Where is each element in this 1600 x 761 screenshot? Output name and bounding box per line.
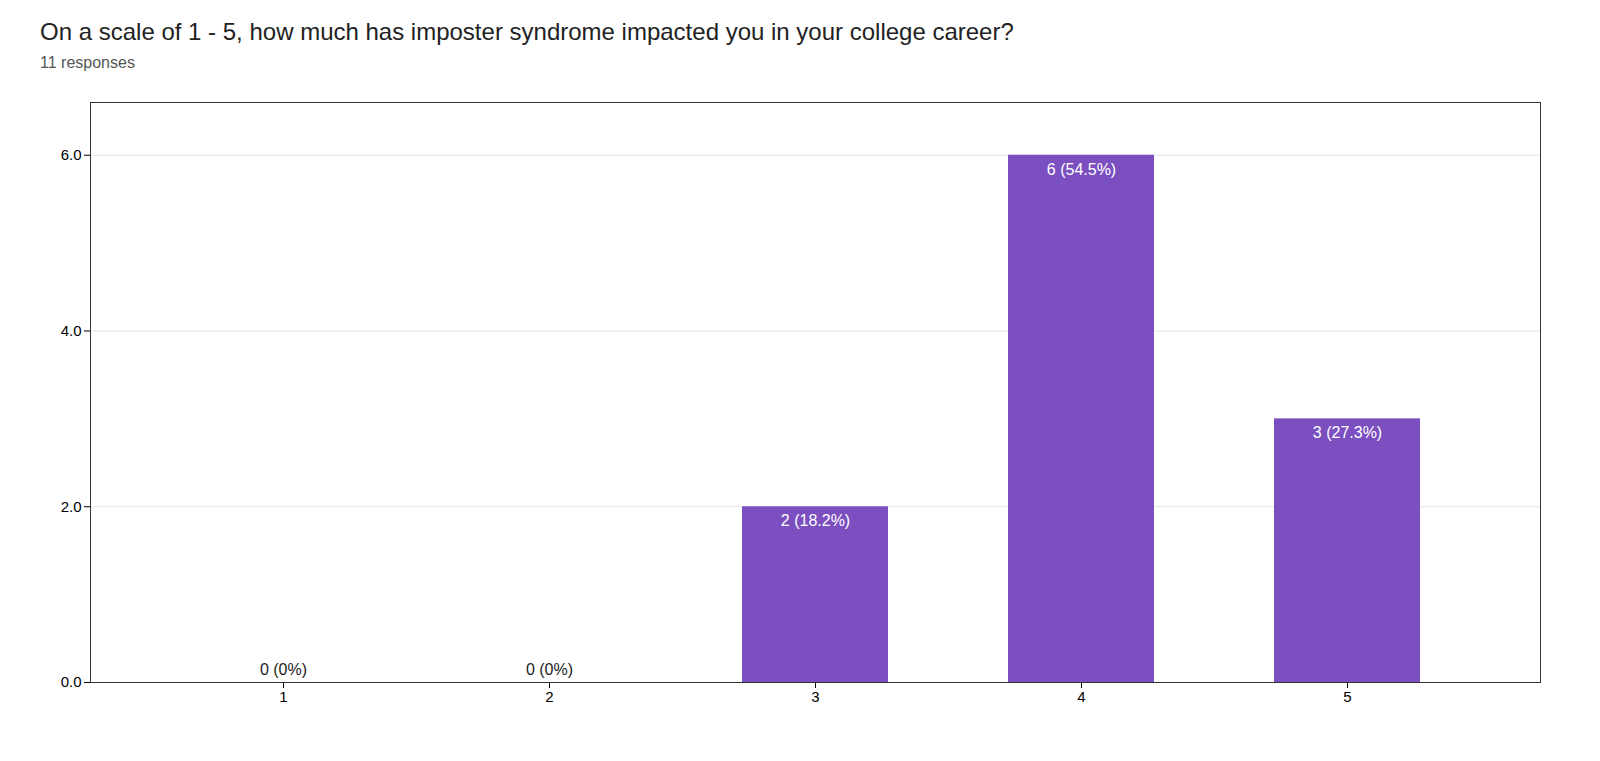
- svg-text:4.0: 4.0: [61, 322, 82, 339]
- svg-text:0 (0%): 0 (0%): [526, 661, 573, 678]
- svg-text:2 (18.2%): 2 (18.2%): [781, 512, 850, 529]
- svg-text:6 (54.5%): 6 (54.5%): [1047, 161, 1116, 178]
- html-text:On a scale of 1 - 5, how much: On a scale of 1 - 5, how much has impost…: [40, 18, 1014, 45]
- svg-text:2: 2: [545, 688, 553, 705]
- svg-text:0.0: 0.0: [61, 673, 82, 690]
- svg-text:0 (0%): 0 (0%): [260, 661, 307, 678]
- svg-text:1: 1: [279, 688, 287, 705]
- svg-text:5: 5: [1343, 688, 1351, 705]
- svg-text:2.0: 2.0: [61, 498, 82, 515]
- svg-text:4: 4: [1077, 688, 1085, 705]
- svg-text:3: 3: [811, 688, 819, 705]
- html-text:11 responses: 11 responses: [40, 54, 135, 71]
- svg-text:6.0: 6.0: [61, 146, 82, 163]
- svg-text:3 (27.3%): 3 (27.3%): [1313, 424, 1382, 441]
